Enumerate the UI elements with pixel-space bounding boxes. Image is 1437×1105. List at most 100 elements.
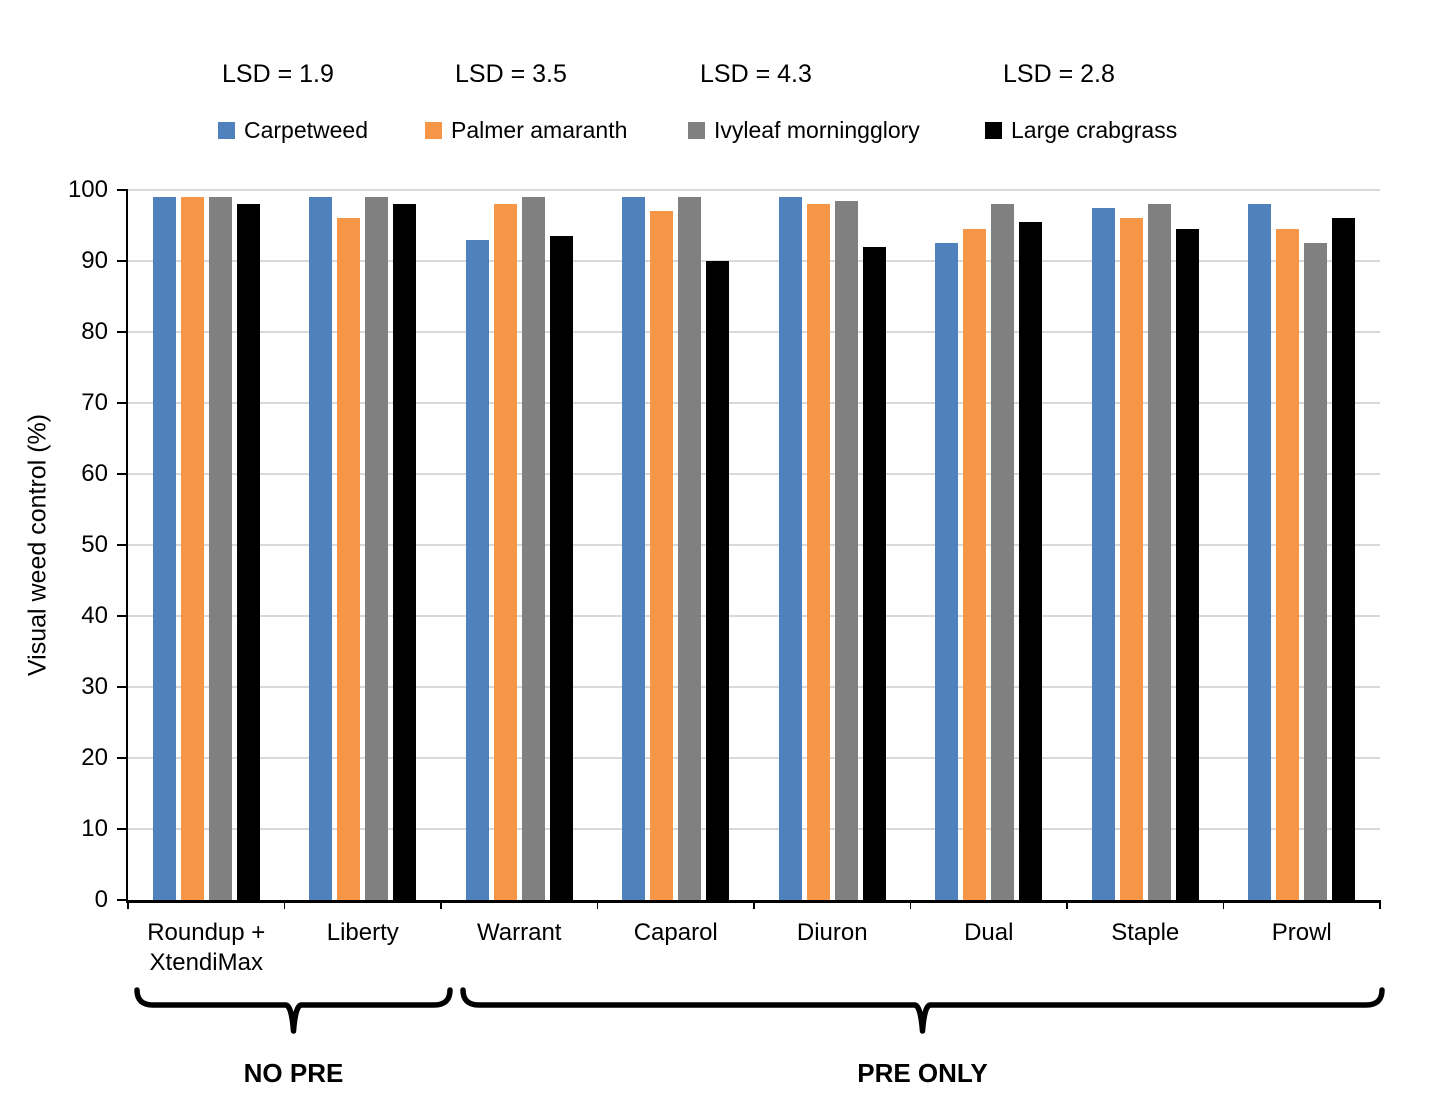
x-tick [440,900,442,909]
y-tick-label: 70 [81,389,108,416]
bar-carpetweed-roundup-xtendimax [152,197,176,900]
x-axis-line [125,900,1380,903]
bar-large-crabgrass-dual [1019,221,1043,900]
bar-carpetweed-diuron [778,197,802,900]
y-tick-label: 90 [81,247,108,274]
y-tick [117,757,128,759]
x-tick [596,900,599,909]
y-tick-label: 40 [81,602,108,629]
bar-group-liberty [285,190,442,900]
legend-item: Ivyleaf morningglory [688,117,920,144]
brace-no-pre [134,987,453,1034]
legend-swatch-icon [985,122,1002,139]
y-tick [117,899,128,901]
group-label-pre-only: PRE ONLY [857,1058,988,1088]
bar-carpetweed-warrant [465,239,489,900]
y-tick-label: 100 [67,176,108,203]
x-tick [753,900,755,909]
bar-carpetweed-prowl [1248,204,1272,900]
bar-large-crabgrass-diuron [862,246,886,900]
bar-large-crabgrass-caparol [706,261,730,900]
gridline [128,828,1380,830]
legend-label: Ivyleaf morningglory [714,117,920,143]
legend-item: Palmer amaranth [425,117,627,144]
y-tick-label: 10 [81,815,108,842]
y-tick [117,402,128,404]
legend-swatch-icon [218,122,235,139]
bar-group-prowl [1224,190,1381,900]
bar-large-crabgrass-staple [1175,229,1199,900]
y-axis-line [125,190,128,902]
bar-large-crabgrass-roundup-xtendimax [236,204,260,900]
bar-large-crabgrass-warrant [549,236,573,900]
lsd-annotation: LSD = 3.5 [455,60,567,88]
x-tick [1222,900,1225,909]
x-tick [283,900,286,909]
gridline [128,402,1380,404]
category-label: Dual [964,919,1014,946]
bar-carpetweed-caparol [622,197,646,900]
y-tick [117,473,128,475]
group-label-no-pre: NO PRE [243,1058,344,1088]
y-tick [117,686,128,688]
bar-large-crabgrass-liberty [393,204,417,900]
bar-ivyleaf-morningglory-dual [991,204,1015,900]
bar-palmer-amaranth-liberty [337,218,361,900]
bar-group-staple [1067,190,1224,900]
legend-label: Large crabgrass [1011,117,1178,143]
legend-swatch-icon [688,122,705,139]
bar-group-dual [911,190,1068,900]
y-tick-label: 30 [81,673,108,700]
legend-label: Carpetweed [244,117,369,143]
x-tick [909,900,912,909]
y-tick [117,331,128,333]
category-label: Diuron [796,919,868,946]
lsd-annotation: LSD = 4.3 [700,60,812,88]
lsd-annotation: LSD = 1.9 [222,60,334,88]
x-tick [127,900,129,909]
y-tick-label: 20 [81,744,108,771]
bar-palmer-amaranth-staple [1119,218,1143,900]
gridline [128,686,1380,688]
category-label: Liberty [326,919,399,946]
x-tick [1379,900,1381,909]
gridline [128,473,1380,475]
gridline [128,189,1380,191]
legend-label: Palmer amaranth [451,117,628,143]
bar-palmer-amaranth-prowl [1276,229,1300,900]
legend-swatch-icon [425,122,442,139]
category-label: Warrant [477,919,562,946]
bar-group-caparol [598,190,755,900]
y-tick [117,828,128,830]
bar-ivyleaf-morningglory-staple [1147,204,1171,900]
y-tick [117,260,128,262]
category-label: Roundup + XtendiMax [147,919,266,976]
brace-pre-only [460,987,1385,1034]
bar-group-warrant [441,190,598,900]
gridline [128,757,1380,759]
bar-ivyleaf-morningglory-prowl [1304,243,1328,900]
bar-ivyleaf-morningglory-diuron [834,200,858,900]
gridline [128,331,1380,333]
y-tick-label: 0 [94,886,108,913]
bar-ivyleaf-morningglory-roundup-xtendimax [208,197,232,900]
bar-palmer-amaranth-roundup-xtendimax [180,197,204,900]
category-label: Staple [1111,919,1180,946]
gridline [128,260,1380,262]
x-tick [1066,900,1068,909]
y-tick [117,189,128,191]
bar-palmer-amaranth-dual [963,229,987,900]
bar-ivyleaf-morningglory-caparol [678,197,702,900]
lsd-annotation: LSD = 2.8 [1003,60,1115,88]
y-tick-label: 80 [81,318,108,345]
bar-palmer-amaranth-caparol [650,211,674,900]
legend-item: Large crabgrass [985,117,1177,144]
bar-ivyleaf-morningglory-warrant [521,197,545,900]
bar-carpetweed-dual [935,243,959,900]
bar-group-roundup-xtendimax [128,190,285,900]
bar-palmer-amaranth-warrant [493,204,517,900]
bar-carpetweed-liberty [309,197,333,900]
bar-carpetweed-staple [1091,207,1115,900]
y-tick [117,615,128,617]
